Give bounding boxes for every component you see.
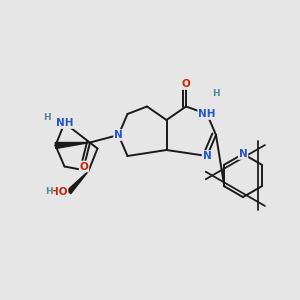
Text: HO: HO: [50, 187, 68, 197]
Polygon shape: [67, 171, 88, 194]
Text: N: N: [238, 149, 247, 159]
Text: NH: NH: [56, 118, 73, 128]
Text: NH: NH: [198, 109, 216, 119]
Text: O: O: [182, 79, 190, 89]
Text: N: N: [202, 151, 211, 161]
Text: H: H: [45, 188, 52, 196]
Text: H: H: [212, 88, 220, 98]
Text: H: H: [43, 112, 50, 122]
Text: O: O: [80, 161, 88, 172]
Text: N: N: [114, 130, 123, 140]
Polygon shape: [55, 142, 90, 148]
